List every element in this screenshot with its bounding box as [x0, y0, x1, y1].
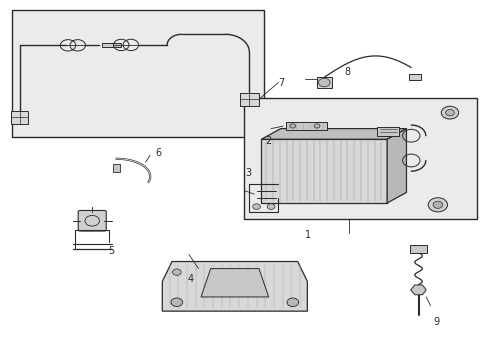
- Bar: [12, 10, 264, 138]
- Text: 1: 1: [305, 230, 310, 240]
- Bar: [285, 122, 326, 130]
- Circle shape: [289, 124, 295, 128]
- Text: 8: 8: [344, 67, 350, 77]
- Circle shape: [171, 298, 182, 306]
- Text: 4: 4: [187, 274, 193, 284]
- Bar: [244, 99, 476, 219]
- Circle shape: [427, 198, 447, 212]
- Bar: [11, 111, 28, 123]
- Bar: [112, 165, 120, 172]
- Text: 6: 6: [155, 148, 161, 158]
- Text: 2: 2: [264, 136, 270, 146]
- Polygon shape: [261, 129, 406, 139]
- Bar: [261, 139, 386, 203]
- Text: 3: 3: [245, 168, 251, 178]
- Circle shape: [286, 298, 298, 306]
- Text: 5: 5: [108, 246, 115, 256]
- Polygon shape: [201, 269, 268, 297]
- Bar: [102, 43, 121, 47]
- Text: 9: 9: [432, 317, 438, 327]
- Circle shape: [172, 269, 181, 275]
- Bar: [377, 127, 398, 136]
- Bar: [239, 93, 259, 105]
- Circle shape: [313, 124, 319, 128]
- Polygon shape: [162, 261, 307, 311]
- Bar: [409, 245, 427, 253]
- FancyBboxPatch shape: [78, 211, 106, 231]
- Polygon shape: [386, 129, 406, 203]
- Circle shape: [318, 78, 329, 87]
- Bar: [408, 75, 420, 80]
- Bar: [316, 77, 331, 88]
- Circle shape: [266, 204, 274, 210]
- Circle shape: [252, 204, 260, 210]
- Circle shape: [445, 109, 453, 116]
- Circle shape: [440, 106, 458, 119]
- Text: 7: 7: [278, 77, 284, 87]
- Polygon shape: [410, 285, 426, 295]
- Circle shape: [432, 201, 442, 208]
